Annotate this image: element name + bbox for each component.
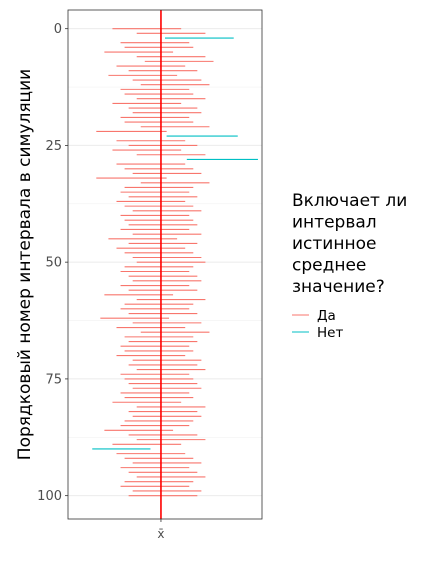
legend-title-line: значение? xyxy=(292,277,385,297)
legend-title-line: среднее xyxy=(292,256,366,276)
interval-segments xyxy=(92,28,258,497)
y-tick-label: 50 xyxy=(45,256,62,271)
legend-title-line: интервал xyxy=(292,213,377,233)
y-axis: 0 25 50 75 100 xyxy=(37,22,68,504)
legend-label: Нет xyxy=(317,325,343,341)
legend: Включает лиинтервалистинноесреднеезначен… xyxy=(292,191,407,341)
panel-border xyxy=(67,9,263,520)
legend-title-line: истинное xyxy=(292,234,376,254)
y-tick-label: 100 xyxy=(37,489,62,504)
legend-title-line: Включает ли xyxy=(292,191,407,211)
y-axis-title: Порядковый номер интервала в симуляции xyxy=(15,69,35,460)
y-tick-label: 75 xyxy=(45,372,62,387)
y-tick-label: 25 xyxy=(45,139,62,154)
x-axis: x̄ xyxy=(157,519,165,541)
legend-label: Да xyxy=(317,308,336,324)
x-tick-label: x̄ xyxy=(157,527,164,541)
y-tick-label: 0 xyxy=(54,22,62,37)
